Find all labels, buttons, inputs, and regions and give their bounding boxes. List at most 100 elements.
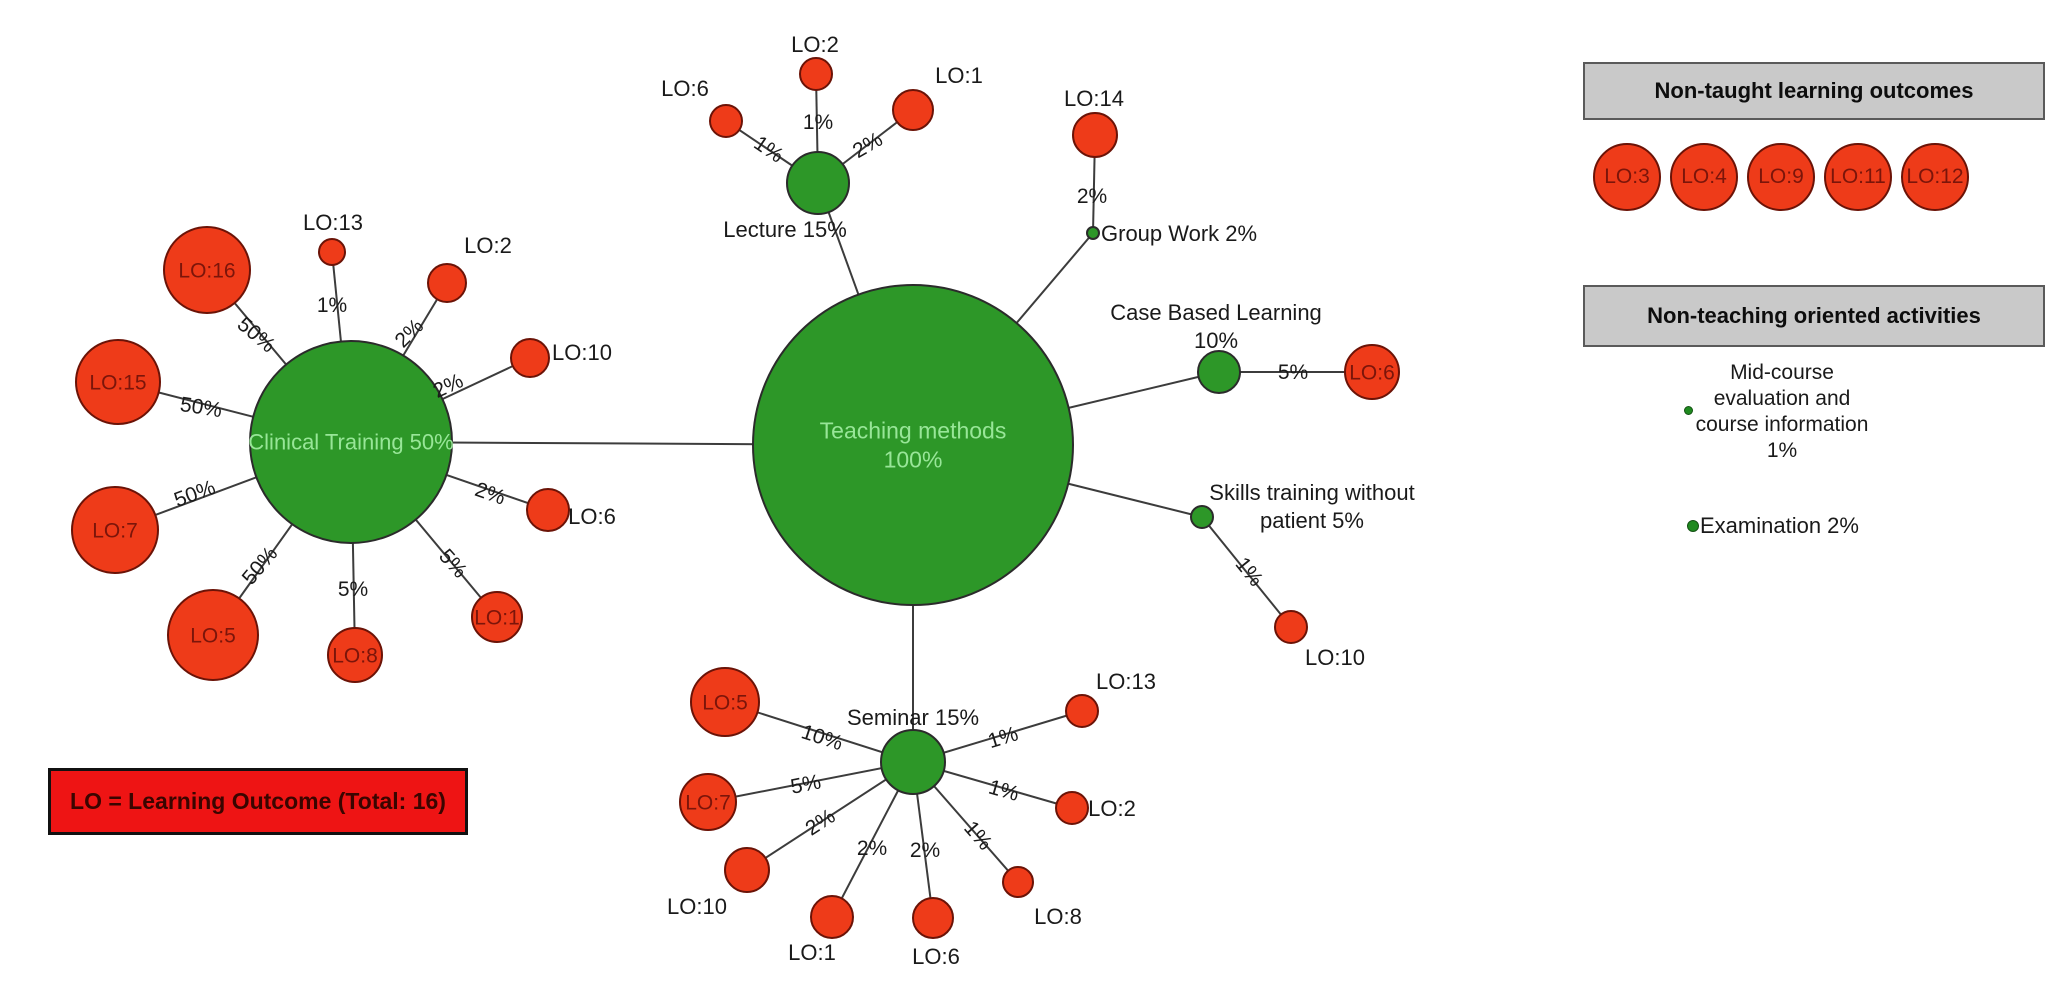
teaching-node-circle [752, 284, 1074, 606]
cl6-node-label: LO:6 [568, 504, 616, 529]
sk-node-label: Skills training without [1209, 480, 1414, 505]
non-teaching-activities-header: Non-teaching oriented activities [1583, 285, 2045, 347]
se1-node-circle [810, 895, 854, 939]
legend-text: LO = Learning Outcome (Total: 16) [70, 788, 446, 814]
non-taught-circle-lo11: LO:11 [1824, 143, 1892, 211]
seminar-node-circle [880, 729, 946, 795]
legend-box: LO = Learning Outcome (Total: 16) [48, 768, 468, 835]
edge-percent-label-clinical-cl15: 50% [178, 393, 223, 422]
edge-percent-label-seminar-se13: 1% [985, 722, 1021, 753]
cl1-node-circle [471, 591, 523, 643]
se8-node-label: LO:8 [1034, 904, 1082, 929]
edge-percent-label-seminar-se10: 2% [801, 805, 839, 841]
cl15-node-label: LO:15 [89, 371, 146, 394]
edge-percent-label-clinical-cl2: 2% [391, 315, 429, 353]
cl10-node-circle [510, 338, 550, 378]
non-taught-outcomes-title: Non-taught learning outcomes [1654, 78, 1974, 103]
edge-percent-label-clinical-cl13: 1% [317, 294, 347, 317]
edge-percent-label-lecture-le2: 1% [803, 111, 833, 134]
cbl-node-label: 10% [1194, 328, 1238, 353]
edge-seminar-se7 [707, 761, 914, 803]
se13-node-circle [1065, 694, 1099, 728]
sk10-node-circle [1274, 610, 1308, 644]
cl16-node-label: LO:16 [178, 259, 235, 282]
midcourse-label-line: course information [1695, 413, 1869, 436]
edge-percent-label-lecture-le6: 1% [750, 132, 788, 168]
examination-row: Examination 2% [1687, 513, 1859, 539]
midcourse-label-line: evaluation and [1713, 387, 1851, 410]
cl16-node-circle [163, 226, 251, 314]
edge-percent-label-clinical-cl5: 50% [238, 542, 283, 589]
clinical-node-label: Clinical Training 50% [248, 430, 453, 455]
cl2-node-label: LO:2 [464, 233, 512, 258]
se6-node-circle [912, 897, 954, 939]
edge-percent-label-seminar-se6: 2% [910, 839, 940, 862]
le1-node-label: LO:1 [935, 63, 983, 88]
non-taught-circles-row: LO:3 LO:4 LO:9 LO:11 LO:12 [1593, 143, 1969, 211]
cl1-node-label: LO:1 [474, 606, 520, 629]
edge-percent-label-seminar-se2: 1% [986, 776, 1022, 806]
le6-node-circle [709, 104, 743, 138]
non-taught-circle-lo12: LO:12 [1901, 143, 1969, 211]
se2-node-label: LO:2 [1088, 796, 1136, 821]
edge-percent-label-seminar-se7: 5% [789, 770, 823, 798]
examination-bullet-dot [1687, 520, 1699, 532]
non-teaching-activities-title: Non-teaching oriented activities [1647, 303, 1981, 328]
sk10-node-label: LO:10 [1305, 645, 1365, 670]
se7-node-circle [679, 773, 737, 831]
teaching-node-label: Teaching methods [820, 418, 1007, 444]
cl13-node-circle [318, 238, 346, 266]
edge-percent-label-seminar-se5: 10% [798, 720, 845, 755]
cbl6-node-label: LO:6 [1349, 361, 1395, 384]
cl8-node-label: LO:8 [332, 644, 378, 667]
lo14-node-circle [1072, 112, 1118, 158]
cl10-node-label: LO:10 [552, 340, 612, 365]
edge-percent-label-clinical-cl6: 2% [472, 478, 508, 510]
cl15-node-circle [75, 339, 161, 425]
se1-node-label: LO:1 [788, 940, 836, 965]
se7-node-label: LO:7 [685, 791, 731, 814]
gw-node-circle [1086, 226, 1100, 240]
edge-sk-sk10 [1201, 516, 1292, 628]
midcourse-evaluation-label: Mid-course evaluation and course informati… [1692, 360, 1872, 464]
le2-node-label: LO:2 [791, 32, 839, 57]
cbl-node-circle [1197, 350, 1241, 394]
cl13-node-label: LO:13 [303, 210, 363, 235]
se5-node-circle [690, 667, 760, 737]
midcourse-label-line: Mid-course [1730, 361, 1834, 384]
edge-percent-label-gw-lo14: 2% [1077, 185, 1107, 208]
se2-node-circle [1055, 791, 1089, 825]
le1-node-circle [892, 89, 934, 131]
edge-percent-label-clinical-cl16: 50% [233, 313, 280, 358]
cl6-node-circle [526, 488, 570, 532]
se8-node-circle [1002, 866, 1034, 898]
le2-node-circle [799, 57, 833, 91]
cbl-node-label: Case Based Learning [1110, 300, 1322, 325]
sk-node-label: patient 5% [1260, 508, 1364, 533]
edge-percent-label-seminar-se1: 2% [857, 837, 887, 860]
se5-node-label: LO:5 [702, 691, 748, 714]
cl7-node-circle [71, 486, 159, 574]
edge-percent-label-lecture-le1: 2% [849, 128, 887, 163]
midcourse-label-line: 1% [1766, 439, 1798, 462]
clinical-node-circle [249, 340, 453, 544]
non-taught-circle-lo9: LO:9 [1747, 143, 1815, 211]
cl8-node-circle [327, 627, 383, 683]
sk-node-circle [1190, 505, 1214, 529]
cl2-node-circle [427, 263, 467, 303]
non-taught-outcomes-header: Non-taught learning outcomes [1583, 62, 2045, 120]
edge-seminar-se10 [746, 761, 914, 871]
gw-node-label: Group Work 2% [1101, 221, 1257, 246]
edge-percent-label-clinical-cl1: 5% [434, 545, 471, 583]
lecture-node-label: Lecture 15% [723, 217, 847, 242]
non-taught-circle-lo3: LO:3 [1593, 143, 1661, 211]
cl5-node-label: LO:5 [190, 624, 236, 647]
lo14-node-label: LO:14 [1064, 86, 1124, 111]
labels-layer: 50% 50% 50% 50% 5% 5% 1% 2% 2% 2% 1% 1% 2% 2% 5% 1% 10% 5… [89, 32, 1414, 969]
seminar-node-label: Seminar 15% [847, 705, 979, 730]
edge-percent-label-cbl-cbl6: 5% [1278, 361, 1308, 384]
se10-node-label: LO:10 [667, 894, 727, 919]
nodes-layer [71, 57, 1400, 939]
teaching-node-label: 100% [884, 447, 943, 473]
